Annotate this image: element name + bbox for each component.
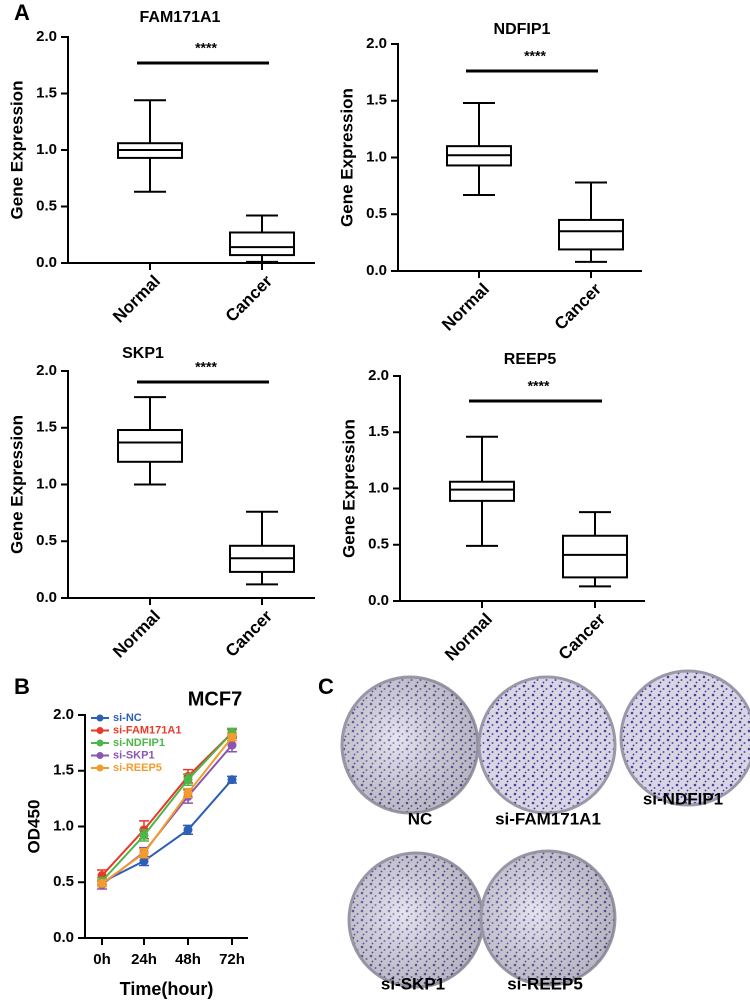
y-tick-label: 0.5 (36, 197, 57, 214)
significance-label: **** (195, 40, 217, 56)
x-tick-label: 24h (131, 951, 157, 968)
data-point (227, 732, 237, 742)
y-axis-label: Gene Expression (339, 419, 358, 558)
x-tick-label: Normal (109, 607, 164, 662)
y-tick-label: 1.0 (36, 475, 57, 492)
data-point (227, 775, 237, 785)
y-tick-label: 0.0 (36, 589, 57, 606)
x-tick-label: 48h (175, 951, 201, 968)
series-line (101, 732, 233, 882)
plate-label: NC (408, 809, 433, 828)
data-point (227, 740, 237, 750)
y-axis-label: OD450 (24, 800, 43, 854)
y-tick-label: 1.0 (368, 479, 389, 496)
legend-label: si-REEP5 (113, 762, 162, 774)
legend-marker (96, 752, 104, 759)
legend-label: si-FAM171A1 (113, 724, 181, 736)
y-tick-label: 2.0 (366, 35, 387, 52)
y-tick-label: 1.0 (36, 141, 57, 158)
y-tick-label: 1.0 (53, 817, 74, 834)
y-tick-label: 1.0 (366, 148, 387, 165)
plate-label: si-REEP5 (507, 974, 583, 993)
legend-label: si-NC (113, 712, 142, 724)
x-axis-label: Time(hour) (120, 979, 214, 999)
plate (619, 669, 750, 807)
box (562, 534, 628, 579)
significance-label: **** (524, 48, 546, 64)
box (558, 218, 624, 251)
y-tick-label: 2.0 (36, 28, 57, 45)
y-tick-label: 0.5 (366, 205, 387, 222)
plate-shade (342, 677, 478, 813)
significance-label: **** (528, 378, 550, 394)
box (229, 231, 295, 257)
panel-label: B (14, 674, 30, 699)
x-tick-label: Cancer (222, 606, 276, 660)
x-tick-label: 72h (219, 951, 245, 968)
y-tick-label: 2.0 (53, 706, 74, 723)
series-line (101, 732, 233, 877)
data-point (183, 825, 193, 835)
x-tick-label: Cancer (551, 279, 605, 333)
x-tick-label: 0h (93, 951, 111, 968)
y-tick-label: 0.0 (368, 592, 389, 609)
plate-shade (481, 851, 615, 985)
y-tick-label: 1.5 (36, 419, 57, 436)
series-line (101, 736, 233, 885)
legend-marker (96, 714, 104, 722)
y-tick-label: 1.5 (368, 423, 389, 440)
x-tick-label: Normal (109, 272, 164, 327)
y-tick-label: 2.0 (36, 362, 57, 379)
box (117, 429, 183, 463)
data-point (139, 848, 149, 858)
y-tick-label: 0.0 (366, 262, 387, 279)
plate-label: si-FAM171A1 (495, 809, 601, 828)
chart-title: FAM171A1 (140, 9, 221, 26)
y-tick-label: 0.0 (53, 929, 74, 946)
y-axis-label: Gene Expression (7, 81, 26, 220)
significance-label: **** (195, 359, 217, 375)
y-tick-label: 0.5 (53, 873, 74, 890)
data-point (139, 856, 149, 866)
data-point (97, 878, 107, 888)
chart-title: SKP1 (122, 345, 164, 362)
x-tick-label: Normal (438, 280, 493, 335)
legend-marker (96, 727, 104, 734)
plate-label: si-SKP1 (381, 974, 445, 993)
y-tick-label: 2.0 (368, 367, 389, 384)
y-tick-label: 1.5 (53, 762, 74, 779)
colony-plates (340, 669, 750, 989)
y-axis-label: Gene Expression (337, 88, 356, 227)
y-tick-label: 1.5 (366, 92, 387, 109)
plate-shade (349, 853, 483, 987)
plate-label: si-NDFIP1 (643, 789, 723, 808)
series-line (101, 779, 233, 884)
y-axis-label: Gene Expression (7, 415, 26, 554)
chart-title: NDFIP1 (494, 21, 551, 38)
chart-title: MCF7 (188, 688, 242, 710)
x-tick-label: Normal (441, 610, 496, 665)
x-tick-label: Cancer (555, 609, 609, 663)
panel-label: A (14, 0, 30, 25)
data-point (183, 788, 193, 798)
data-point (183, 775, 193, 785)
y-tick-label: 0.5 (368, 536, 389, 553)
plate (477, 675, 617, 815)
legend-label: si-SKP1 (113, 749, 155, 761)
box (449, 480, 515, 502)
y-tick-label: 0.5 (36, 532, 57, 549)
y-tick-label: 0.0 (36, 254, 57, 271)
legend-marker (96, 764, 104, 772)
chart-title: REEP5 (504, 351, 557, 368)
panel-label: C (318, 674, 334, 699)
data-point (139, 830, 149, 840)
legend-label: si-NDFIP1 (113, 737, 165, 749)
y-tick-label: 1.5 (36, 84, 57, 101)
legend-marker (96, 739, 104, 747)
x-tick-label: Cancer (222, 271, 276, 325)
